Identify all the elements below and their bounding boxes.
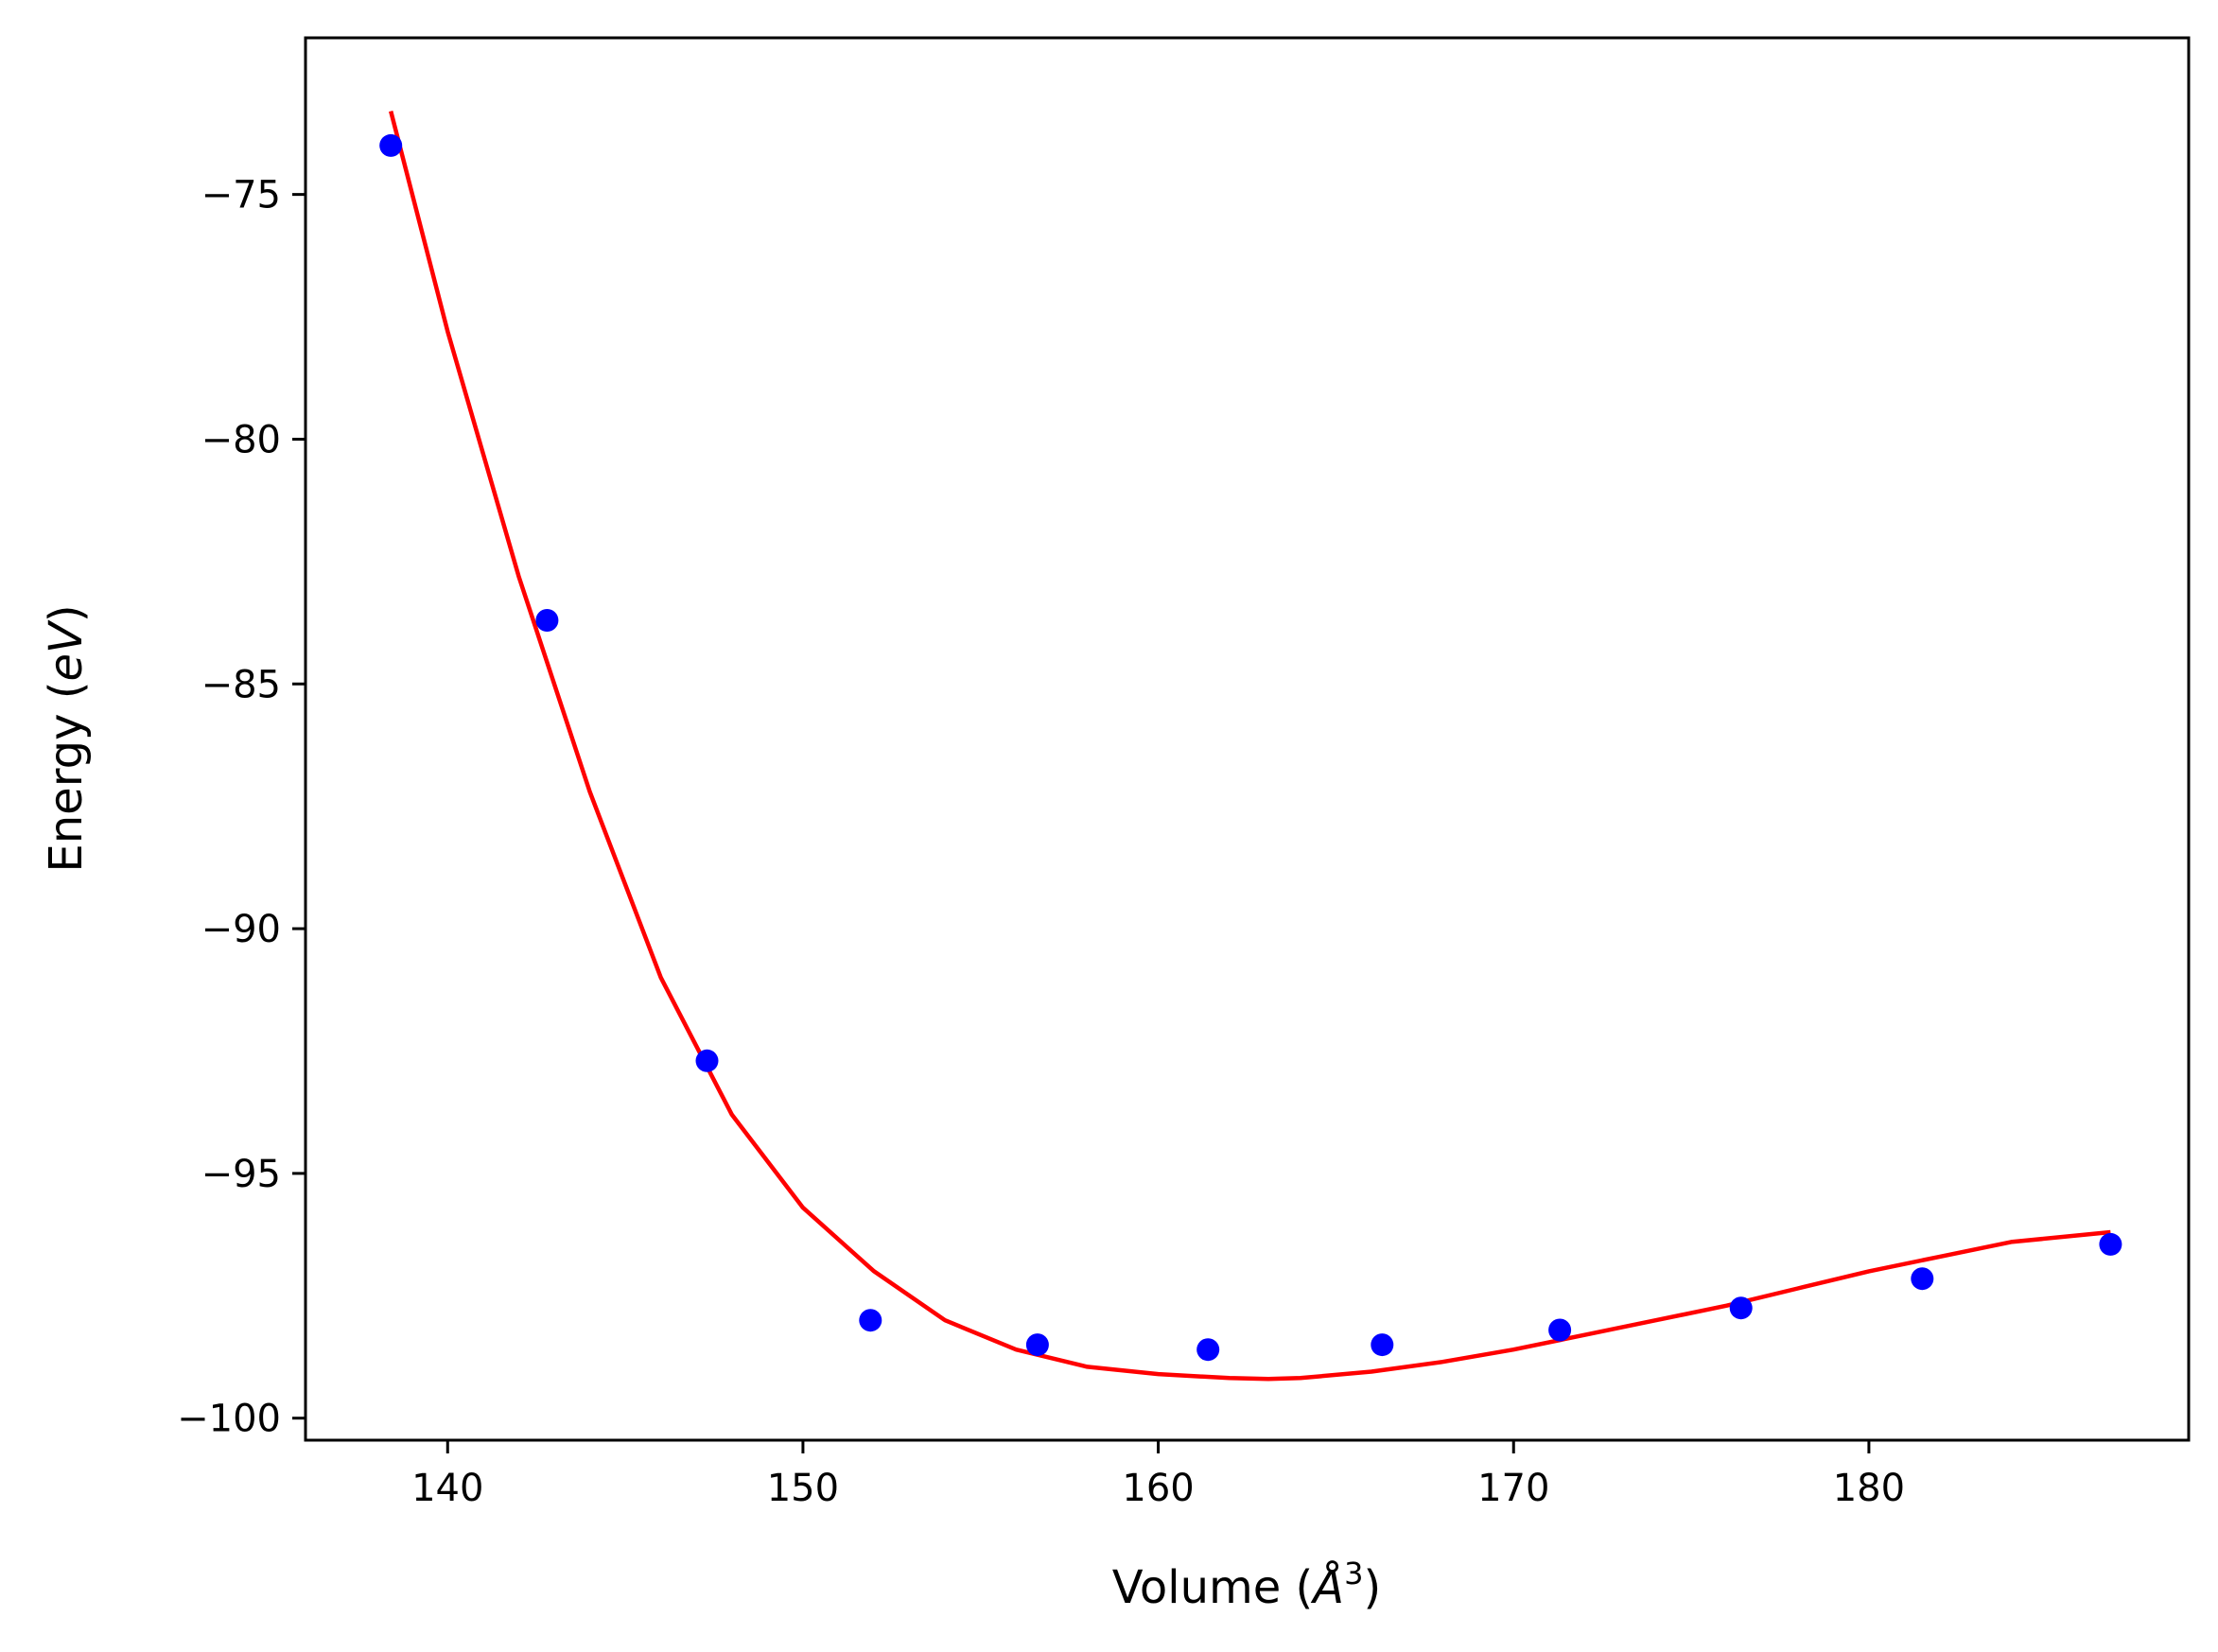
data-point (695, 1049, 719, 1072)
data-point (1911, 1267, 1934, 1291)
x-tick-label: 150 (767, 1467, 839, 1510)
y-axis-label-symbol: eV (40, 619, 93, 682)
x-axis-label-symbol: Å (1310, 1560, 1344, 1614)
fit-curve (389, 111, 2111, 1382)
x-tick-label: 160 (1122, 1467, 1194, 1510)
data-point (379, 133, 403, 157)
y-axis-label-suffix: ) (40, 604, 93, 622)
y-tick-label: −80 (201, 418, 281, 461)
y-axis: −75 −80 −85 −90 −95 −100 (177, 174, 306, 1441)
plot-area (379, 111, 2122, 1382)
x-tick-label: 170 (1477, 1467, 1549, 1510)
data-point (859, 1309, 882, 1332)
x-axis-label-superscript: 3 (1344, 1556, 1363, 1591)
y-tick-label: −75 (201, 174, 281, 217)
x-axis-label: Volume (Å3) (1112, 1556, 1381, 1614)
data-point (2099, 1232, 2122, 1256)
x-axis: 140 150 160 170 180 (411, 1440, 1905, 1510)
data-point (1548, 1318, 1572, 1342)
x-tick-label: 180 (1833, 1467, 1905, 1510)
y-tick-label: −85 (201, 663, 281, 706)
y-tick-label: −100 (177, 1398, 281, 1441)
x-tick-label: 140 (411, 1467, 483, 1510)
y-tick-label: −90 (201, 908, 281, 951)
data-point (1729, 1296, 1753, 1320)
data-point (1196, 1338, 1220, 1362)
y-axis-label: Energy (eV) (40, 604, 93, 872)
data-point (1025, 1333, 1049, 1357)
data-point (1371, 1333, 1394, 1357)
y-axis-label-prefix: Energy ( (40, 682, 93, 873)
x-axis-label-prefix: Volume ( (1112, 1561, 1314, 1614)
data-point (535, 609, 559, 632)
x-axis-label-suffix: ) (1363, 1561, 1381, 1614)
plot-frame (304, 36, 2191, 1442)
y-tick-label: −95 (201, 1153, 281, 1196)
